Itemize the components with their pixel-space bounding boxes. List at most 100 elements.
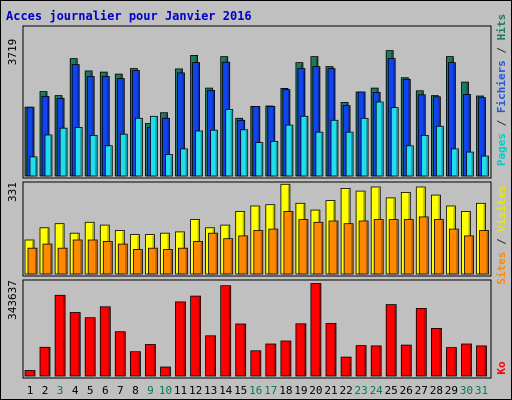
bar-shade-pages-day-10 [170,155,172,175]
bar-shade-ko-day-2 [48,348,50,375]
bar-pages-day-7 [119,133,128,177]
bar-shade-ko-day-10 [168,368,170,375]
bar-sites-day-10 [163,249,173,275]
bar-ko-day-25 [385,304,397,377]
bar-sites-day-29 [448,228,459,275]
x-tick-label-day-10: 10 [159,384,172,397]
bar-shade-ko-day-14 [228,286,231,375]
bar-shade-sites-day-4 [80,241,82,273]
bar-pages-day-5 [89,134,98,177]
bar-sites-day-26 [403,219,414,275]
bar-shade-ko-day-4 [78,313,80,375]
x-tick-label-day-23: 23 [354,384,367,397]
bar-ko-day-9 [144,344,156,377]
x-tick-label-day-3: 3 [57,384,64,397]
bar-shade-sites-day-13 [215,234,218,273]
legend-part-2-0: Ko [495,361,508,375]
x-tick-label-day-6: 6 [102,384,109,397]
bar-shade-sites-day-12 [200,242,203,273]
bar-pages-day-18 [285,124,294,177]
bar-shade-ko-day-18 [288,342,291,375]
legend-ko: Ko [495,361,508,375]
bar-shade-sites-day-23 [366,222,368,273]
x-tick-label-day-8: 8 [132,384,139,397]
bar-ko-day-16 [250,350,262,377]
x-tick-label-day-13: 13 [204,384,217,397]
bar-shade-ko-day-17 [273,345,276,375]
bar-sites-day-8 [132,249,143,275]
x-tick-label-day-2: 2 [42,384,49,397]
bar-shade-pages-day-15 [245,130,248,175]
bar-ko-day-14 [220,285,232,377]
bar-shade-fichiers-day-5 [92,77,94,175]
bar-shade-pages-day-30 [471,153,473,175]
bar-ko-day-5 [84,317,96,377]
bar-sites-day-21 [328,220,339,275]
bar-shade-fichiers-day-7 [122,79,124,175]
bar-ko-day-2 [39,346,51,377]
bar-sites-day-30 [464,235,474,275]
legend-part-0-1: / [495,113,508,133]
bar-sites-day-13 [208,232,219,275]
bar-shade-pages-day-27 [426,136,428,175]
bar-pages-day-24 [375,101,384,177]
bar-shade-pages-day-13 [215,131,218,175]
bar-shade-pages-day-20 [320,133,323,175]
bar-shade-sites-day-21 [336,222,338,273]
bar-shade-sites-day-18 [290,212,293,273]
bar-shade-ko-day-25 [394,305,396,375]
bar-shade-pages-day-12 [200,132,203,175]
bar-sites-day-31 [479,230,489,275]
bar-shade-ko-day-5 [93,318,95,375]
bar-shade-sites-day-8 [140,250,142,273]
bar-ko-day-12 [190,295,202,377]
legend-sites-visites: Sites / Visites [495,185,508,284]
bar-sites-day-18 [283,211,294,275]
bar-pages-day-12 [195,130,204,177]
bar-pages-day-10 [165,154,173,177]
bar-pages-day-28 [435,125,444,177]
bar-shade-pages-day-4 [80,128,82,175]
bar-pages-day-6 [104,145,113,177]
bar-sites-day-17 [268,228,279,275]
bar-ko-day-7 [114,331,126,377]
bar-ko-day-13 [205,335,217,377]
bar-shade-ko-day-9 [153,345,155,375]
bar-sites-day-2 [42,243,53,275]
bar-shade-ko-day-21 [334,324,336,375]
bar-ko-day-17 [265,343,277,377]
bar-shade-pages-day-2 [50,136,52,175]
bar-sites-day-22 [343,223,354,275]
bar-shade-pages-day-31 [486,157,488,175]
bar-shade-sites-day-26 [411,220,413,273]
bar-pages-day-13 [210,129,219,177]
bar-shade-pages-day-25 [396,108,398,175]
bar-ko-day-3 [54,294,66,377]
x-tick-label-day-16: 16 [249,384,262,397]
x-tick-label-day-1: 1 [27,384,34,397]
bar-ko-day-1 [24,370,36,377]
x-tick-label-day-21: 21 [324,384,337,397]
bar-ko-day-21 [325,323,337,377]
bar-shade-ko-day-8 [138,352,140,375]
bar-shade-fichiers-day-11 [182,73,184,175]
bar-shade-sites-day-1 [35,249,37,273]
bar-sites-day-4 [72,239,83,275]
x-axis-labels: 1 2 3 4 5 6 7 8 9 10 11 12 13 14 15 16 17 18 19 20 21 22 23 24 2… [27,384,488,397]
bar-shade-ko-day-31 [484,346,486,375]
bar-ko-day-10 [160,366,171,377]
bar-sites-day-28 [433,219,444,275]
bar-shade-fichiers-day-12 [197,63,200,175]
bar-shade-ko-day-15 [243,325,246,375]
bar-shade-ko-day-12 [198,297,201,375]
bar-shade-sites-day-24 [381,220,383,273]
bar-shade-pages-day-8 [140,119,142,175]
x-tick-label-day-30: 30 [460,384,473,397]
bar-sites-day-24 [373,219,384,275]
bar-ko-day-29 [445,347,457,377]
bar-shade-ko-day-19 [303,324,306,375]
legend-part-0-2: Fichiers [495,60,508,113]
legend-pages-fichiers-hits: Pages / Fichiers / Hits [495,14,508,166]
bar-shade-ko-day-13 [213,336,216,375]
bar-sites-day-5 [87,239,98,275]
